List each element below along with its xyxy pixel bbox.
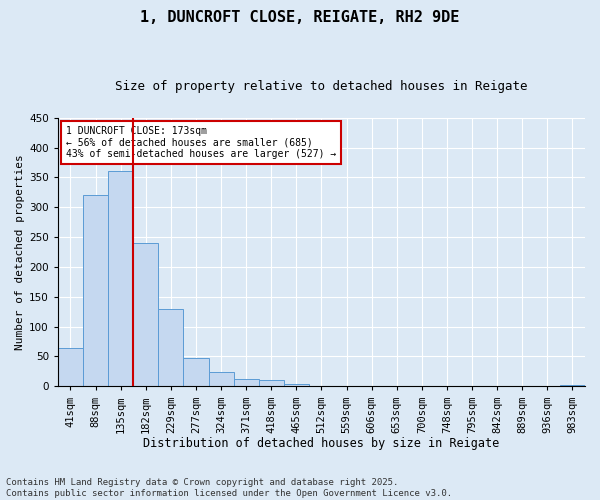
Bar [209, 372, 233, 386]
Bar [108, 172, 133, 386]
Bar [259, 380, 284, 386]
Title: Size of property relative to detached houses in Reigate: Size of property relative to detached ho… [115, 80, 528, 93]
Text: 1, DUNCROFT CLOSE, REIGATE, RH2 9DE: 1, DUNCROFT CLOSE, REIGATE, RH2 9DE [140, 10, 460, 25]
Y-axis label: Number of detached properties: Number of detached properties [15, 154, 25, 350]
Bar [233, 379, 259, 386]
Bar [58, 348, 83, 387]
Bar [83, 196, 108, 386]
Text: Contains HM Land Registry data © Crown copyright and database right 2025.
Contai: Contains HM Land Registry data © Crown c… [6, 478, 452, 498]
Bar [284, 384, 309, 386]
X-axis label: Distribution of detached houses by size in Reigate: Distribution of detached houses by size … [143, 437, 500, 450]
Bar [184, 358, 209, 386]
Bar [158, 308, 184, 386]
Bar [133, 243, 158, 386]
Text: 1 DUNCROFT CLOSE: 173sqm
← 56% of detached houses are smaller (685)
43% of semi-: 1 DUNCROFT CLOSE: 173sqm ← 56% of detach… [66, 126, 336, 159]
Bar [560, 385, 585, 386]
